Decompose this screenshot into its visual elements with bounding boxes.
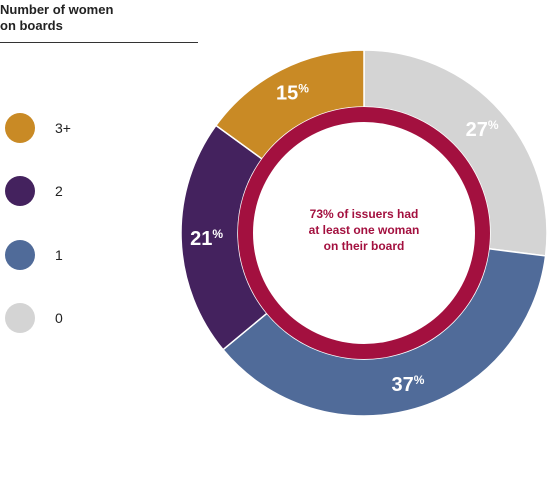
legend-label-3plus: 3+	[55, 120, 71, 136]
legend-swatch-3plus	[5, 113, 35, 143]
legend-label-2: 2	[55, 183, 63, 199]
center-annotation-line3: on their board	[324, 239, 405, 253]
center-annotation-line2: at least one woman	[309, 223, 420, 237]
legend-swatch-0	[5, 303, 35, 333]
slice-label-0: 27%	[466, 118, 499, 141]
slice-labels: 27% 37% 21% 15%	[190, 82, 499, 397]
legend-title-line1: Number of women	[0, 2, 114, 17]
legend-title: Number of women on boards	[0, 2, 198, 43]
legend-swatch-1	[5, 240, 35, 270]
legend-item-3plus: 3+	[5, 113, 71, 143]
legend-label-1: 1	[55, 247, 63, 263]
legend-title-line2: on boards	[0, 18, 63, 33]
slice-1	[221, 247, 547, 417]
legend-item-0: 0	[5, 303, 63, 333]
legend-label-0: 0	[55, 310, 63, 326]
legend-swatch-2	[5, 176, 35, 206]
legend-item-2: 2	[5, 176, 63, 206]
slice-label-2: 21%	[190, 227, 223, 250]
slice-label-3plus: 15%	[276, 82, 309, 105]
slice-label-1: 37%	[391, 373, 424, 396]
donut-slices	[180, 49, 547, 417]
center-annotation-line1: 73% of issuers had	[310, 207, 419, 221]
legend-item-1: 1	[5, 240, 63, 270]
